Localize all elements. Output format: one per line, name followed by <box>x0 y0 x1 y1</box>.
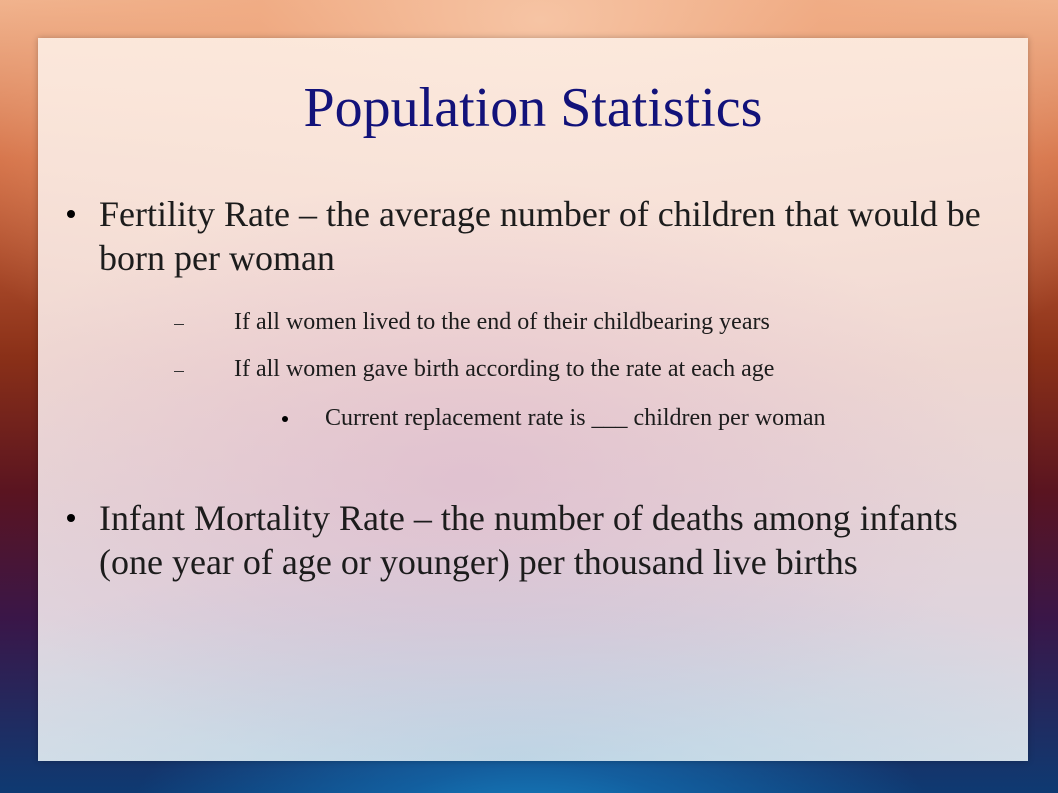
sub-sub-bullet-text: Current replacement rate is ___ children… <box>325 405 826 431</box>
slide-panel: Population Statistics Fertility Rate – t… <box>38 38 1028 761</box>
bullet-infant-mortality-rate: Infant Mortality Rate – the number of de… <box>67 496 1009 584</box>
bullet-text: Fertility Rate – the average number of c… <box>99 194 981 278</box>
dash-bullet-icon <box>174 371 184 372</box>
sub-bullet-text: If all women lived to the end of their c… <box>234 309 770 335</box>
sub-bullet-rate-at-each-age: If all women gave birth according to the… <box>174 355 775 383</box>
bullet-dot-icon <box>282 416 288 422</box>
dash-bullet-icon <box>174 324 184 325</box>
sub-sub-bullet-replacement-rate: Current replacement rate is ___ children… <box>282 404 826 432</box>
bullet-dot-icon <box>67 514 75 522</box>
sub-bullet-childbearing-years: If all women lived to the end of their c… <box>174 308 770 336</box>
bullet-text: Infant Mortality Rate – the number of de… <box>99 498 958 582</box>
sub-bullet-text: If all women gave birth according to the… <box>234 356 775 382</box>
bullet-fertility-rate: Fertility Rate – the average number of c… <box>67 192 999 280</box>
slide-title: Population Statistics <box>303 77 763 139</box>
bullet-dot-icon <box>67 210 75 218</box>
